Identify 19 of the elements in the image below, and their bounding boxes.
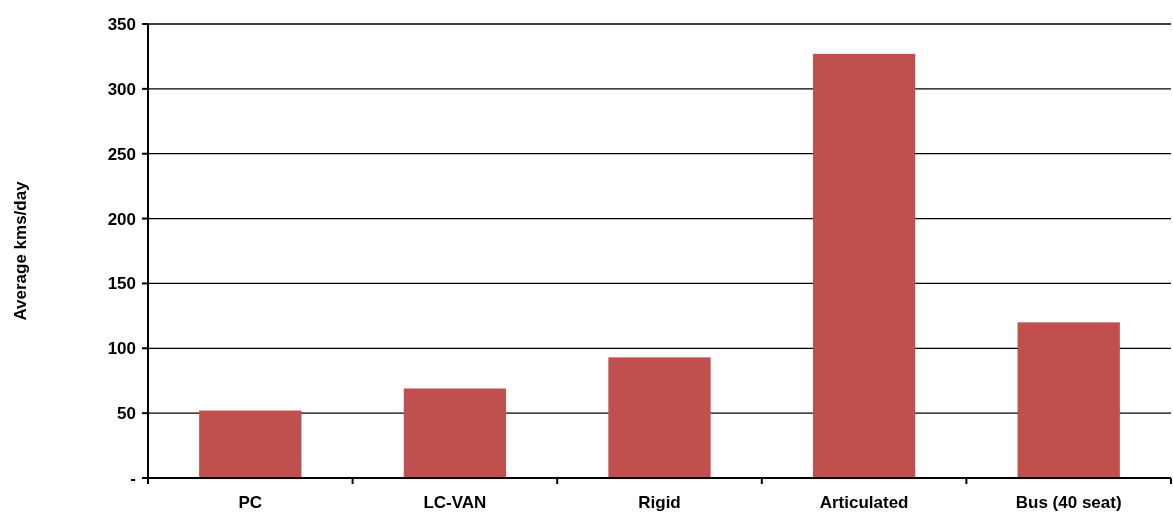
y-tick-label: 50 <box>117 404 136 424</box>
y-tick-label: 100 <box>107 339 136 359</box>
x-tick-label: Articulated <box>819 493 909 512</box>
y-axis-title: Average kms/day <box>11 180 30 321</box>
x-tick-label: Rigid <box>638 493 681 512</box>
y-tick-label: - <box>130 468 136 488</box>
bar <box>199 410 302 478</box>
bar <box>608 357 711 478</box>
y-tick-label: 350 <box>107 14 136 34</box>
y-tick-label: 250 <box>107 144 136 164</box>
y-tick-label: 150 <box>107 274 136 294</box>
x-tick-label: LC-VAN <box>423 493 487 512</box>
x-tick-label: Bus (40 seat) <box>1015 493 1122 512</box>
bar <box>403 388 507 478</box>
bar <box>812 53 916 478</box>
y-tick-label: 300 <box>107 79 136 99</box>
y-tick-label: 200 <box>107 209 136 229</box>
x-tick-label: PC <box>238 493 263 512</box>
bar <box>1017 322 1120 478</box>
